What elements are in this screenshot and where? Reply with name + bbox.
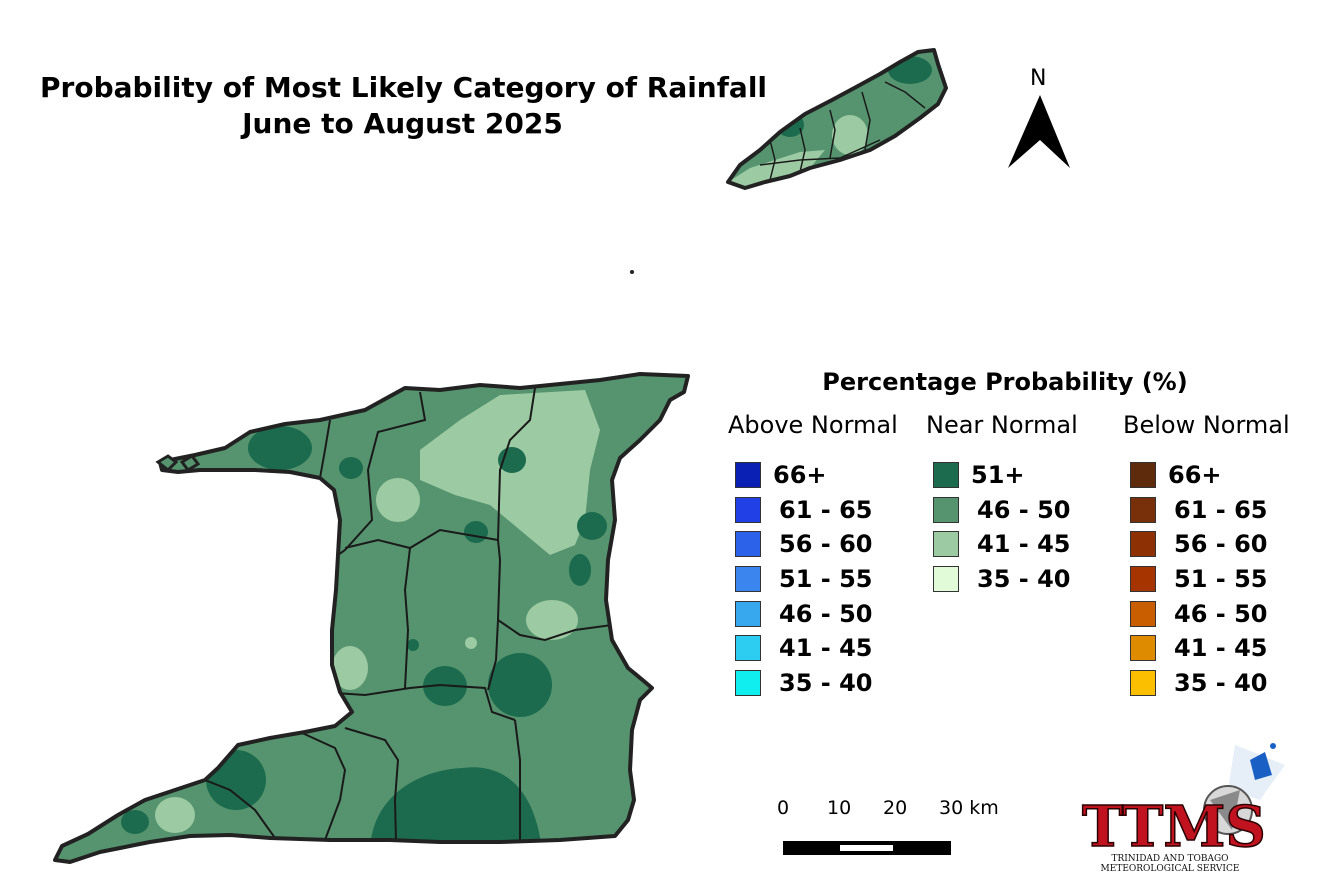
legend-label: 46 - 50	[977, 495, 1071, 524]
legend-swatch	[1130, 566, 1156, 593]
ttms-logo: TTMS	[1081, 743, 1285, 861]
scale-label-10: 10	[827, 797, 852, 819]
islet-1	[155, 454, 179, 473]
legend-swatch	[933, 531, 959, 558]
legend-label: 51+	[971, 461, 1025, 489]
legend-swatch	[1130, 531, 1156, 558]
legend-heading-near: Near Normal	[926, 411, 1078, 439]
legend-label: 51 - 55	[1174, 565, 1268, 594]
islet-2	[179, 454, 201, 472]
legend-label: 56 - 60	[779, 530, 873, 559]
legend-swatch	[735, 566, 761, 593]
scale-label-30km: 30 km	[939, 797, 999, 819]
legend-swatch	[735, 531, 761, 558]
scale-label-0: 0	[777, 797, 790, 819]
legend-swatch	[933, 566, 959, 593]
legend-heading-above: Above Normal	[728, 411, 898, 439]
legend-label: 66+	[773, 461, 827, 489]
logo-subtitle-line-1: TRINIDAD AND TOBAGO	[1111, 854, 1229, 864]
legend-label: 35 - 40	[1174, 669, 1268, 698]
islet-3	[630, 270, 634, 274]
legend-label: 35 - 40	[779, 669, 873, 698]
logo-subtitle: TRINIDAD AND TOBAGO METEOROLOGICAL SERVI…	[1090, 854, 1250, 874]
scale-label-20: 20	[883, 797, 908, 819]
north-label: N	[1030, 66, 1047, 91]
trinidad-coastline	[53, 372, 690, 864]
legend-label: 61 - 65	[1174, 495, 1268, 524]
legend-label: 61 - 65	[779, 495, 873, 524]
logo-subtitle-line-2: METEOROLOGICAL SERVICE	[1100, 864, 1240, 874]
tobago-coastline	[726, 48, 948, 190]
legend-label: 41 - 45	[977, 530, 1071, 559]
legend-label: 46 - 50	[1174, 599, 1268, 628]
map-title: Probability of Most Likely Category of R…	[40, 70, 768, 142]
legend-title: Percentage Probability (%)	[822, 368, 1188, 396]
legend-label: 35 - 40	[977, 565, 1071, 594]
legend-label: 41 - 45	[779, 634, 873, 663]
legend-swatch	[1130, 462, 1156, 488]
legend-swatch	[735, 496, 761, 523]
legend-label: 46 - 50	[779, 599, 873, 628]
title-line-2: June to August 2025	[242, 107, 563, 140]
legend-swatch	[1130, 670, 1156, 697]
tobago-island	[728, 50, 946, 188]
legend-swatch	[735, 635, 761, 662]
legend-swatch	[933, 462, 959, 488]
legend-swatch	[933, 496, 959, 523]
legend-swatch	[1130, 600, 1156, 627]
legend-heading-below: Below Normal	[1123, 411, 1290, 439]
legend-label: 41 - 45	[1174, 634, 1268, 663]
title-line-1: Probability of Most Likely Category of R…	[40, 71, 768, 104]
legend-swatch	[735, 600, 761, 627]
legend-label: 66+	[1168, 461, 1222, 489]
scale-bar	[783, 841, 951, 855]
legend-swatch	[1130, 496, 1156, 523]
logo-text: TTMS	[1082, 794, 1266, 860]
legend-label: 51 - 55	[779, 565, 873, 594]
legend-label: 56 - 60	[1174, 530, 1268, 559]
legend-swatch	[735, 462, 761, 488]
legend-swatch	[735, 670, 761, 697]
north-arrow-icon	[1008, 95, 1070, 168]
legend-swatch	[1130, 635, 1156, 662]
